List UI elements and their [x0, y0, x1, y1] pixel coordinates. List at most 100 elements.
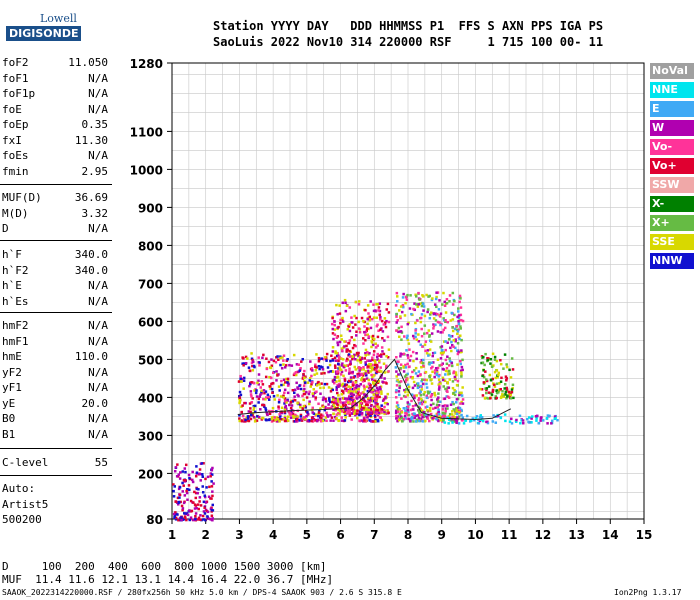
echo-point [521, 419, 525, 422]
echo-point [366, 414, 370, 417]
echo-point [439, 323, 442, 327]
echo-point [371, 343, 375, 347]
echo-point [354, 300, 358, 304]
echo-point [398, 384, 402, 388]
echo-point [320, 372, 323, 375]
echo-point [276, 394, 279, 397]
echo-point [363, 419, 366, 422]
echo-point [378, 369, 381, 372]
echo-point [430, 311, 433, 314]
echo-point [363, 378, 366, 381]
echo-point [272, 394, 276, 398]
param-value: N/A [88, 87, 108, 100]
echo-point [362, 337, 365, 340]
echo-point [264, 408, 268, 412]
echo-point [437, 375, 440, 378]
x-tick-label: 1 [168, 528, 176, 542]
echo-point [435, 373, 439, 377]
echo-point [336, 335, 340, 338]
echo-point [324, 397, 327, 401]
echo-point [336, 375, 340, 379]
echo-point [262, 389, 266, 392]
echo-point [398, 309, 401, 312]
echo-point [394, 411, 398, 415]
echo-point [536, 414, 539, 418]
echo-point [336, 391, 339, 395]
param-value: 340.0 [74, 263, 108, 277]
echo-point [413, 416, 417, 420]
echo-point [260, 392, 264, 395]
echo-point [404, 395, 407, 399]
echo-point [449, 319, 453, 322]
param-row: foE N/A [0, 103, 112, 119]
echo-point [359, 383, 363, 386]
echo-point [530, 421, 533, 424]
echo-point [262, 403, 266, 407]
echo-point [285, 377, 288, 381]
echo-point [530, 417, 533, 420]
echo-point [456, 310, 460, 313]
echo-point [300, 360, 303, 363]
echo-point [173, 469, 177, 473]
echo-point [505, 365, 509, 369]
param-row: yE 20.0 [0, 397, 112, 413]
echo-point [395, 362, 399, 365]
echo-point [336, 343, 340, 347]
echo-point [323, 371, 326, 375]
echo-point [352, 406, 356, 409]
echo-point [550, 419, 554, 423]
echo-point [437, 308, 441, 311]
echo-point [493, 385, 497, 388]
echo-point [402, 417, 406, 421]
echo-point [432, 312, 436, 316]
echo-point [376, 302, 379, 306]
echo-point [325, 382, 329, 386]
echo-point [420, 419, 423, 423]
echo-point [345, 304, 349, 308]
echo-point [419, 384, 423, 388]
echo-point [173, 485, 176, 488]
echo-point [405, 406, 408, 410]
echo-point [282, 359, 285, 362]
echo-point [437, 396, 440, 399]
echo-point [437, 378, 441, 382]
param-label: hmF1 [2, 334, 29, 348]
echo-point [445, 298, 449, 301]
echo-point [310, 374, 313, 378]
echo-point [428, 335, 431, 338]
echo-point [380, 319, 384, 323]
echo-point [331, 396, 335, 399]
echo-point [449, 335, 452, 338]
echo-point [398, 393, 401, 397]
echo-point [320, 382, 323, 385]
echo-point [341, 320, 345, 323]
echo-point [374, 401, 377, 405]
echo-point [350, 395, 353, 399]
echo-point [420, 358, 424, 362]
echo-point [254, 404, 257, 408]
echo-point [360, 411, 364, 415]
echo-point [181, 481, 184, 485]
echo-point [347, 325, 351, 328]
echo-point [380, 346, 384, 349]
echo-point [398, 335, 401, 339]
echo-point [373, 379, 377, 383]
echo-point [492, 383, 496, 387]
echo-point [452, 370, 456, 373]
echo-point [343, 345, 346, 348]
echo-point [184, 470, 187, 474]
echo-point [282, 396, 285, 399]
echo-point [360, 316, 364, 320]
echo-point [336, 397, 340, 401]
echo-point [351, 355, 355, 358]
echo-point [353, 353, 356, 357]
x-tick-label: 10 [467, 528, 484, 542]
echo-point [329, 419, 332, 422]
param-value: 36.69 [74, 191, 108, 204]
echo-point [379, 315, 382, 319]
echo-point [421, 302, 425, 305]
echo-point [428, 363, 431, 366]
legend-item: NNE [650, 82, 694, 98]
logo-line2: DIGISONDE [6, 26, 82, 41]
echo-point [357, 354, 360, 358]
